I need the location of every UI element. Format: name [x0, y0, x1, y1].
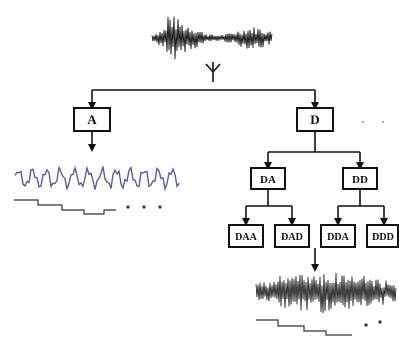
- node-daa: DAA: [228, 224, 264, 248]
- faint-mark-2: [382, 121, 384, 123]
- input-signal-trace: [151, 16, 273, 60]
- approximation-waveform: [14, 165, 180, 192]
- node-ddd: DDD: [366, 224, 399, 248]
- dot-1: [126, 205, 130, 209]
- tree-connectors: [88, 62, 388, 272]
- node-da: DA: [250, 167, 286, 190]
- dot-2: [142, 205, 146, 209]
- output-waveform: [255, 272, 397, 314]
- node-dad: DAD: [274, 224, 310, 248]
- faint-marks: [362, 121, 384, 123]
- node-da-label: DA: [260, 174, 276, 186]
- node-dd-box: [342, 167, 378, 190]
- node-d-box: [296, 107, 334, 132]
- faint-mark-1: [362, 121, 364, 123]
- node-dad-box: [274, 224, 310, 248]
- node-daa-label: DAA: [235, 232, 257, 243]
- approximation-trace: [14, 165, 180, 192]
- dot-5: [378, 320, 382, 324]
- approximation-step-line: [14, 199, 116, 215]
- node-ddd-label: DDD: [372, 232, 394, 243]
- node-dad-label: DAD: [281, 232, 303, 243]
- node-dda-box: [320, 224, 356, 248]
- output-waveform-steps: [256, 319, 382, 336]
- node-da-box: [250, 167, 286, 190]
- node-dda-label: DDA: [327, 232, 349, 243]
- node-a-box: [73, 107, 111, 132]
- approximation-waveform-steps: [14, 199, 162, 215]
- node-daa-box: [228, 224, 264, 248]
- root-stem-arrow: [205, 63, 221, 73]
- node-dd: DD: [342, 167, 378, 190]
- output-signal-trace: [255, 272, 397, 314]
- node-a-label: A: [87, 112, 97, 127]
- output-step-line: [256, 319, 352, 336]
- node-d-label: D: [310, 112, 319, 127]
- node-a: A: [73, 107, 111, 132]
- node-ddd-box: [366, 224, 399, 248]
- node-dd-label: DD: [352, 174, 368, 186]
- dot-4: [364, 323, 368, 327]
- dot-3: [158, 205, 162, 209]
- node-dda: DDA: [320, 224, 356, 248]
- node-d: D: [296, 107, 334, 132]
- input-signal-waveform: [151, 16, 273, 60]
